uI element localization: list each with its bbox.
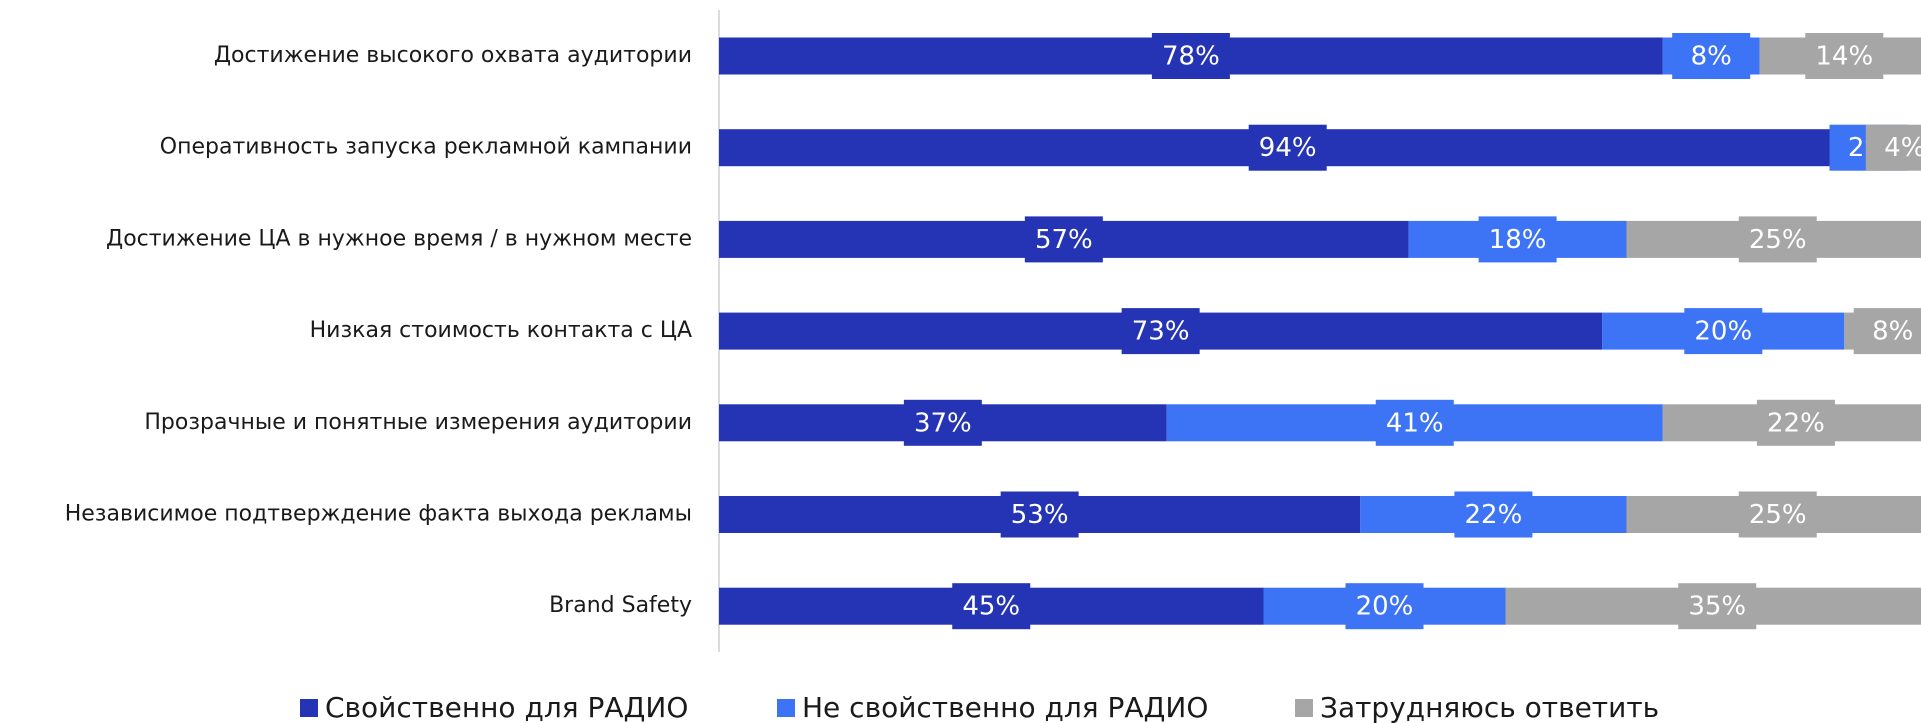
value-label: 20% [1694,317,1752,347]
value-label: 4% [1884,133,1921,163]
value-label: 37% [914,408,972,438]
category-label: Достижение ЦА в нужное время / в нужном … [106,226,692,251]
label-bg [1738,216,1817,263]
value-label: 22% [1767,408,1825,438]
label-bg [1248,124,1327,171]
value-label: 78% [1162,42,1220,72]
label-bg [1738,491,1817,538]
category-label: Оперативность запуска рекламной кампании [160,135,692,160]
value-label: 73% [1132,317,1190,347]
value-label: 8% [1691,42,1732,72]
legend-swatch [777,699,795,717]
value-label: 53% [1011,500,1069,530]
value-label: 57% [1035,225,1093,255]
label-bg [1345,583,1424,630]
label-bg [1121,308,1200,355]
value-label: 25% [1749,500,1807,530]
value-label: 41% [1386,408,1444,438]
label-bg [1853,308,1921,355]
value-label: 18% [1489,225,1547,255]
label-bg [1805,33,1884,79]
value-label: 22% [1465,500,1523,530]
legend-label: Свойственно для РАДИО [325,691,688,723]
value-label: 20% [1356,592,1414,622]
category-label: Низкая стоимость контакта с ЦА [310,318,692,343]
value-label: 45% [962,592,1020,622]
legend-swatch [1295,699,1313,717]
label-bg [1684,308,1763,355]
category-label: Независимое подтверждение факта выхода р… [65,502,692,527]
label-bg [1678,583,1757,630]
value-label: 35% [1688,592,1746,622]
label-bg [952,583,1031,630]
category-label: Brand Safety [549,593,692,618]
legend-label: Не свойственно для РАДИО [802,691,1208,723]
value-label: 14% [1815,42,1873,72]
label-bg [1756,399,1835,446]
label-bg [1672,33,1751,79]
value-label: 8% [1872,317,1913,347]
label-bg [1865,124,1921,171]
value-label: 94% [1259,133,1317,163]
label-bg [903,399,982,446]
category-label: Достижение высокого охвата аудитории [214,43,692,68]
value-label: 25% [1749,225,1807,255]
label-bg [1478,216,1557,263]
legend-swatch [300,699,318,717]
label-bg [1024,216,1103,263]
label-bg [1151,33,1230,79]
category-label: Прозрачные и понятные измерения аудитори… [144,410,692,435]
label-bg [1454,491,1533,538]
label-bg [1375,399,1454,446]
legend-label: Затрудняюсь ответить [1320,691,1659,723]
label-bg [1000,491,1079,538]
